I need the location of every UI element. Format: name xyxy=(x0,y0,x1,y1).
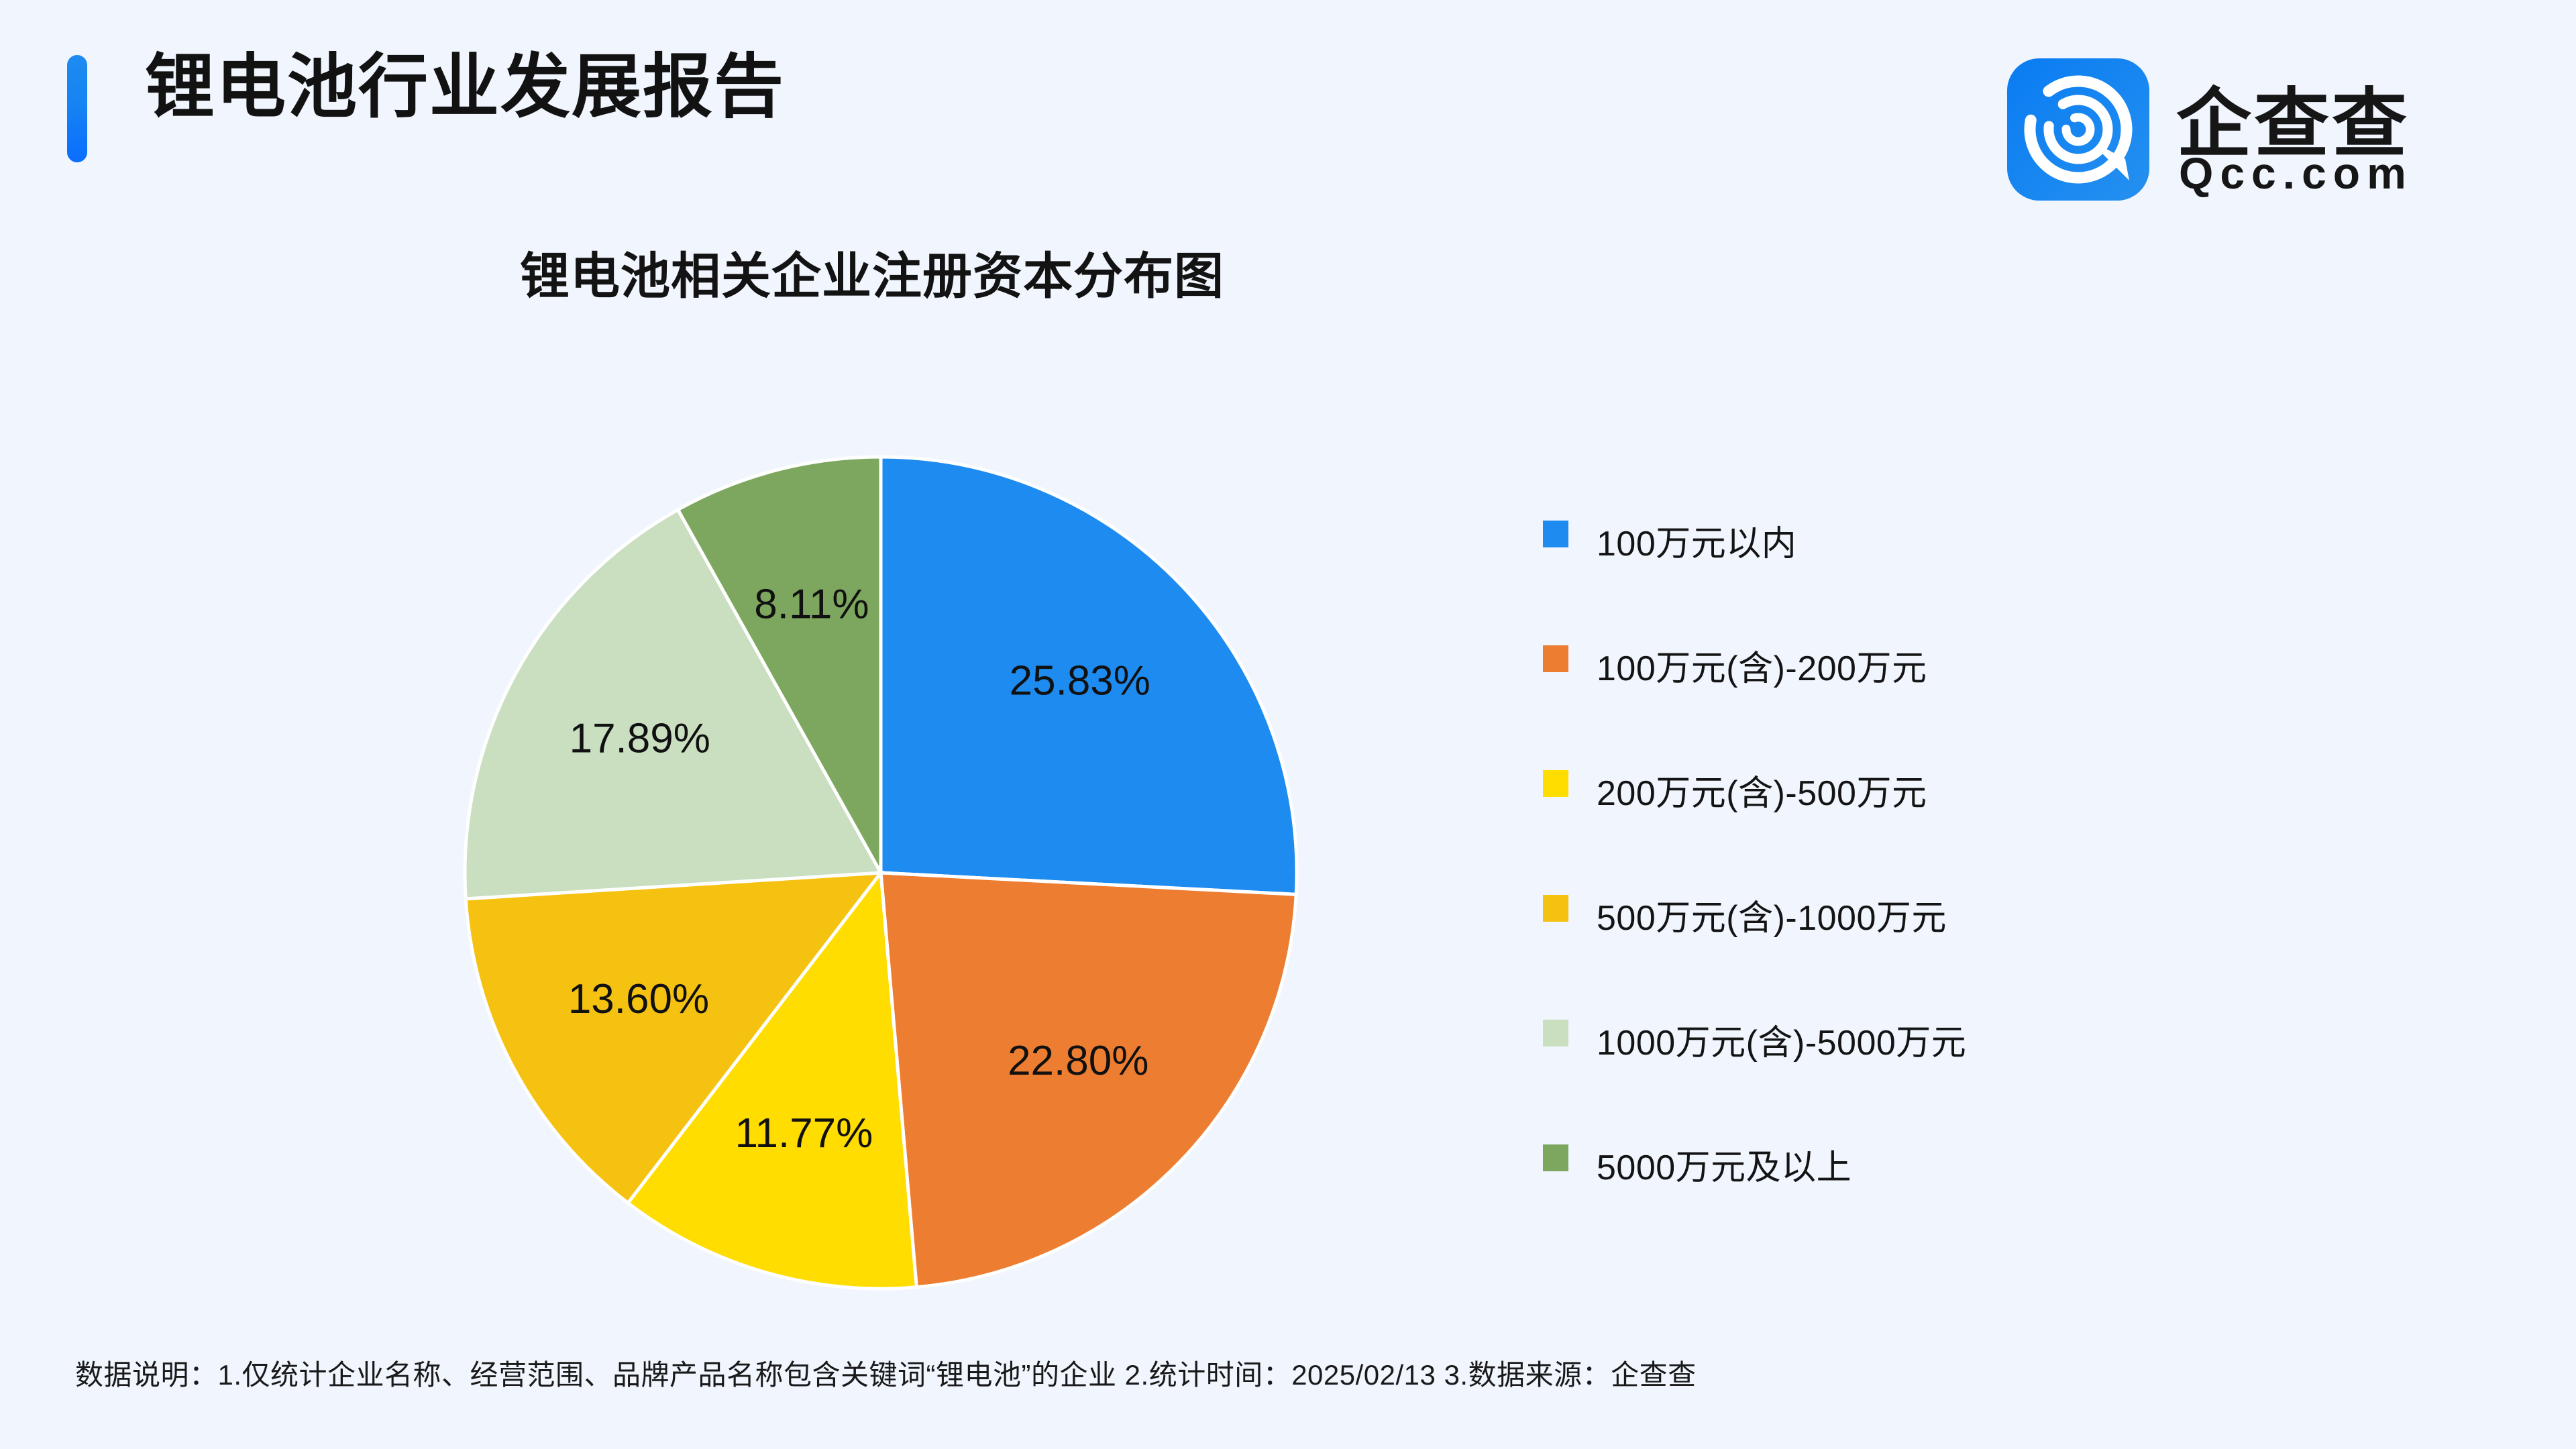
chart-legend: 100万元以内 100万元(含)-200万元 200万元(含)-500万元 500万元… xyxy=(1543,515,2348,1264)
legend-item-label: 100万元(含)-200万元 xyxy=(1597,649,1927,688)
brand-domain: Qcc.com xyxy=(2179,148,2413,198)
legend-item[interactable]: 100万元以内 xyxy=(1543,515,2348,640)
legend-item-label: 100万元以内 xyxy=(1597,525,1797,564)
legend-color-swatch xyxy=(1543,770,1568,797)
pie-slice xyxy=(879,871,1298,1289)
title-accent-bar xyxy=(67,55,87,162)
footer-note: 数据说明：1.仅统计企业名称、经营范围、品牌产品名称包含关键词“锂电池”的企业 … xyxy=(75,1359,1697,1391)
pie-slice xyxy=(464,871,885,1205)
legend-item[interactable]: 500万元(含)-1000万元 xyxy=(1543,890,2348,1014)
pie-slice-label: 25.83% xyxy=(1010,658,1150,704)
pie-slice-label: 11.77% xyxy=(735,1110,873,1157)
pie-slice xyxy=(625,868,919,1291)
legend-item[interactable]: 1000万元(含)-5000万元 xyxy=(1543,1014,2348,1139)
brand-name: 企查查 xyxy=(2176,82,2410,166)
page-header: 锂电池行业发展报告 企查查 Qcc.com xyxy=(0,0,2576,201)
legend-item-label: 5000万元及以上 xyxy=(1597,1148,1852,1187)
legend-item[interactable]: 100万元(含)-200万元 xyxy=(1543,640,2348,765)
legend-color-swatch xyxy=(1543,1144,1568,1171)
pie-slice xyxy=(463,507,884,901)
pie-slice-label: 13.60% xyxy=(568,976,709,1022)
legend-item-label: 1000万元(含)-5000万元 xyxy=(1597,1024,1967,1063)
pie-slice-label: 8.11% xyxy=(754,581,869,627)
legend-item-label: 200万元(含)-500万元 xyxy=(1597,774,1927,813)
pie-slice-label: 22.80% xyxy=(1008,1038,1148,1084)
pie-slices xyxy=(463,455,1299,1291)
legend-color-swatch xyxy=(1543,895,1568,922)
brand-logo: 企查查 Qcc.com xyxy=(2007,48,2517,201)
legend-color-swatch xyxy=(1543,521,1568,547)
page-title: 锂电池行业发展报告 xyxy=(145,48,786,126)
pie-slice-labels: 25.83% 22.80% 11.77% 13.60% 17.89% 8.11% xyxy=(568,581,1150,1157)
legend-color-swatch xyxy=(1543,645,1568,672)
chart-title: 锂电池相关企业注册资本分布图 xyxy=(520,248,1224,304)
pie-chart-svg: 25.83% 22.80% 11.77% 13.60% 17.89% 8.11% xyxy=(463,455,1299,1291)
pie-chart: 25.83% 22.80% 11.77% 13.60% 17.89% 8.11% xyxy=(462,453,1300,1292)
legend-item-label: 500万元(含)-1000万元 xyxy=(1597,899,1947,938)
legend-color-swatch xyxy=(1543,1020,1568,1046)
pie-slice xyxy=(676,455,883,879)
legend-item[interactable]: 200万元(含)-500万元 xyxy=(1543,765,2348,890)
legend-item[interactable]: 5000万元及以上 xyxy=(1543,1139,2348,1264)
qcc-q-target-logo-icon xyxy=(2007,58,2149,201)
pie-slice-label: 17.89% xyxy=(570,715,710,761)
pie-slice xyxy=(879,455,1299,896)
